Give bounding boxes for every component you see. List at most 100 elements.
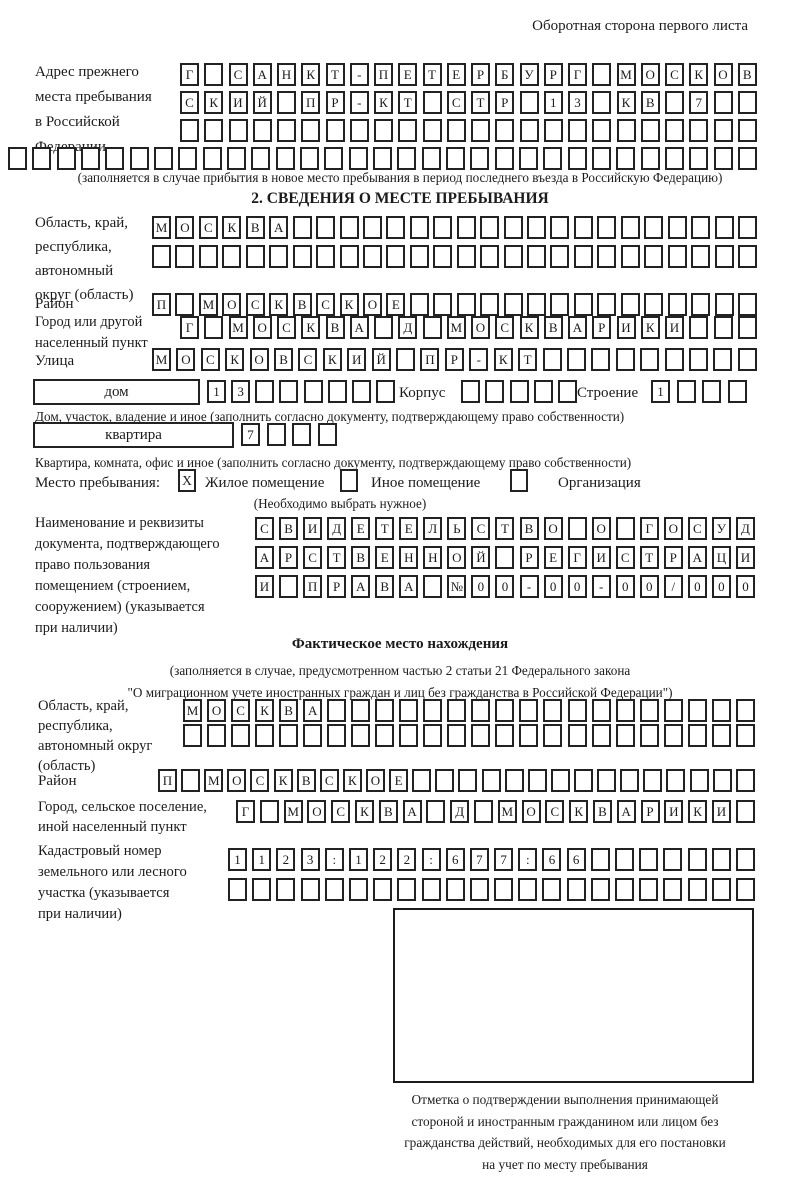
- char-box: И: [735, 546, 755, 569]
- char-box: У: [519, 63, 539, 86]
- char-box: Т: [327, 546, 347, 569]
- char-box: [735, 699, 755, 722]
- char-box: [469, 878, 489, 901]
- char-box: М: [152, 348, 171, 371]
- char-box: И: [665, 316, 684, 339]
- char-box: [255, 380, 275, 403]
- char-box: [303, 380, 323, 403]
- char-box: [567, 699, 587, 722]
- char-box: Р: [471, 63, 490, 86]
- char-box: [226, 147, 246, 170]
- doc-label: Наименование и реквизиты документа, подтв…: [35, 513, 250, 639]
- char-box: [711, 699, 731, 722]
- char-box: [615, 348, 635, 371]
- label-line: документа, подтверждающего: [35, 536, 220, 552]
- char-box: И: [711, 800, 731, 823]
- char-box: О: [207, 699, 227, 722]
- char-box: В: [640, 91, 660, 114]
- char-box: [615, 848, 634, 871]
- char-box: [373, 878, 393, 901]
- char-box: [175, 245, 195, 268]
- label-line: сооружением) (указывается: [35, 599, 205, 615]
- char-box: [56, 147, 76, 170]
- char-box: А: [616, 800, 636, 823]
- char-box: 7: [469, 848, 489, 871]
- char-box: О: [307, 800, 327, 823]
- char-box: [644, 293, 664, 316]
- char-box: Д: [735, 517, 755, 540]
- char-box: [597, 293, 617, 316]
- char-box: 0: [495, 575, 515, 598]
- char-box: [495, 699, 515, 722]
- char-box: В: [245, 216, 265, 239]
- char-box: [737, 147, 757, 170]
- char-box: [590, 878, 610, 901]
- char-box: М: [497, 800, 517, 823]
- char-box: С: [298, 348, 318, 371]
- char-box: [620, 216, 640, 239]
- char-box: В: [292, 293, 312, 316]
- char-box: [644, 216, 664, 239]
- char-box: [178, 147, 198, 170]
- char-box: [550, 769, 570, 792]
- char-box: 6: [566, 848, 586, 871]
- char-box: [375, 380, 395, 403]
- char-box: [228, 878, 247, 901]
- char-box: Р: [663, 546, 683, 569]
- char-box: 0: [471, 575, 491, 598]
- char-box: М: [616, 63, 636, 86]
- char-box: А: [252, 63, 272, 86]
- char-box: [591, 724, 611, 747]
- char-box: [664, 348, 684, 371]
- label-line: Область, край,: [35, 215, 129, 231]
- char-box: [324, 147, 344, 170]
- stamp-caption: Отметка о подтверждении выполнения прини…: [350, 1089, 780, 1175]
- char-box: №: [447, 575, 467, 598]
- char-box: [433, 293, 453, 316]
- char-box: [409, 293, 429, 316]
- char-box: [616, 119, 636, 142]
- char-box: [503, 293, 523, 316]
- char-box: 1: [651, 380, 670, 403]
- label-line: на учет по месту пребывания: [482, 1156, 648, 1172]
- char-box: Г: [180, 316, 199, 339]
- char-box: [204, 63, 224, 86]
- char-box: [279, 724, 299, 747]
- char-box: [175, 293, 195, 316]
- char-box: Н: [399, 546, 419, 569]
- char-box: [231, 724, 251, 747]
- char-box: 0: [567, 575, 587, 598]
- char-box: К: [640, 316, 660, 339]
- char-box: Д: [327, 517, 347, 540]
- char-box: Т: [471, 91, 490, 114]
- char-box: [277, 91, 296, 114]
- char-box: [735, 724, 755, 747]
- char-box: П: [374, 63, 393, 86]
- char-box: [666, 769, 686, 792]
- char-box: [735, 769, 755, 792]
- char-box: [292, 216, 312, 239]
- char-box: [592, 91, 612, 114]
- char-box: [456, 216, 476, 239]
- char-box: 2: [276, 848, 296, 871]
- option-zhiloe-label: Жилое помещение: [205, 475, 325, 491]
- char-box: [702, 380, 722, 403]
- char-box: [663, 699, 683, 722]
- char-box: [590, 848, 610, 871]
- char-box: И: [228, 91, 248, 114]
- char-box: [592, 63, 612, 86]
- char-box: [421, 147, 441, 170]
- label-line: (область): [38, 758, 96, 774]
- char-box: [180, 119, 199, 142]
- mesto-label: Место пребывания:: [35, 475, 160, 491]
- char-box: [542, 348, 562, 371]
- char-box: Г: [639, 517, 659, 540]
- char-box: [266, 423, 286, 446]
- char-box: [714, 245, 734, 268]
- char-box: [374, 316, 393, 339]
- char-box: К: [688, 800, 708, 823]
